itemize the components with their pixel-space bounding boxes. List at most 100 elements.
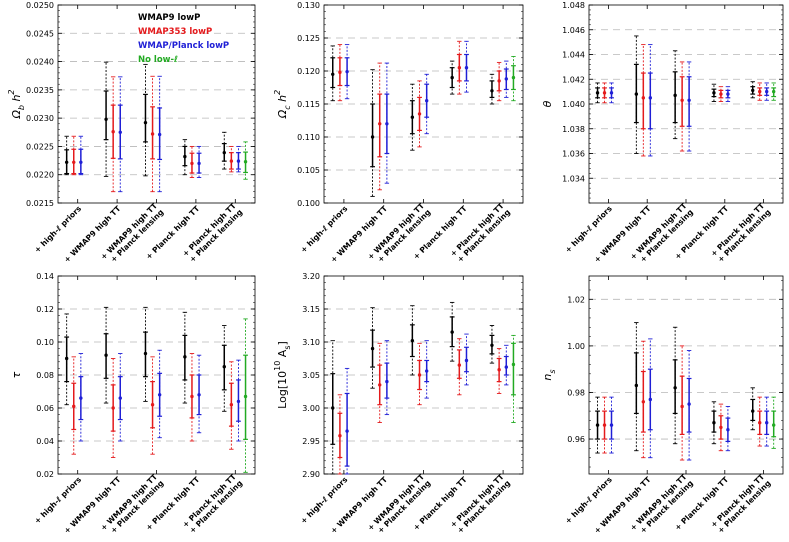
error-bar bbox=[71, 135, 77, 176]
error-bar bbox=[511, 56, 516, 102]
error-bar bbox=[110, 76, 116, 193]
error-bar bbox=[110, 358, 116, 458]
error-bar bbox=[330, 45, 336, 102]
mean-point bbox=[378, 122, 382, 126]
error-bar bbox=[221, 325, 227, 412]
error-bar bbox=[330, 340, 336, 475]
error-bar bbox=[228, 145, 234, 173]
error-bar bbox=[489, 325, 495, 364]
mean-point bbox=[511, 75, 516, 80]
mean-point bbox=[72, 404, 76, 409]
y-tick-label: 1.00 bbox=[567, 342, 585, 351]
mean-point bbox=[609, 91, 614, 95]
mean-point bbox=[345, 69, 349, 74]
y-tick-label: 0.100 bbox=[297, 199, 320, 208]
error-bar bbox=[143, 63, 148, 177]
error-bar bbox=[503, 344, 509, 386]
y-tick-label: 3.10 bbox=[302, 338, 320, 347]
y-axis-label-part: Log[10 bbox=[276, 371, 289, 409]
y-axis-label-part: s bbox=[548, 369, 557, 373]
y-tick-label: 0.125 bbox=[297, 34, 320, 43]
mean-point bbox=[410, 115, 415, 119]
mean-point bbox=[64, 356, 69, 361]
y-axis-label-part: h bbox=[276, 95, 289, 105]
mean-point bbox=[726, 428, 730, 432]
error-bar bbox=[449, 60, 455, 95]
mean-point bbox=[687, 402, 691, 406]
y-axis-label: Ωb​ h2​ bbox=[7, 89, 26, 119]
y-tick-label: 0.96 bbox=[567, 435, 585, 444]
error-bar bbox=[503, 60, 509, 98]
y-axis-label-part: A bbox=[276, 349, 289, 360]
error-bar bbox=[679, 345, 685, 461]
error-bar bbox=[686, 350, 692, 461]
error-bar bbox=[78, 353, 84, 442]
error-bar bbox=[640, 340, 646, 459]
legend-entry: WMAP/Planck lowP bbox=[138, 41, 229, 51]
error-bar bbox=[464, 333, 469, 386]
y-axis-label-part: θ bbox=[541, 100, 554, 107]
mean-point bbox=[243, 160, 248, 164]
mean-point bbox=[726, 92, 730, 96]
y-tick-label: 0.105 bbox=[297, 166, 320, 175]
mean-point bbox=[229, 159, 234, 163]
mean-point bbox=[104, 117, 108, 121]
y-tick-label: 1.040 bbox=[562, 100, 585, 109]
mean-point bbox=[758, 89, 762, 94]
y-tick-label: 0.10 bbox=[36, 338, 54, 347]
y-axis-label: Log[1010​ As​] bbox=[273, 341, 292, 409]
mean-point bbox=[236, 159, 241, 163]
y-tick-label: 0.0220 bbox=[26, 171, 54, 180]
y-tick-label: 3.15 bbox=[302, 305, 320, 314]
y-tick-label: 1.046 bbox=[562, 26, 585, 35]
legend-entry: No low-ℓ bbox=[138, 55, 178, 65]
error-bar bbox=[424, 340, 430, 399]
mean-point bbox=[150, 132, 155, 136]
y-axis-label-part: n bbox=[541, 374, 554, 381]
mean-point bbox=[765, 421, 769, 425]
error-bar bbox=[221, 131, 227, 170]
error-bar bbox=[370, 69, 375, 197]
mean-point bbox=[118, 396, 122, 400]
error-bar bbox=[409, 305, 415, 376]
legend-entry: WMAP9 lowP bbox=[138, 13, 200, 23]
mean-point bbox=[595, 91, 600, 95]
mean-point bbox=[497, 368, 501, 372]
error-bar bbox=[424, 73, 430, 135]
error-bar bbox=[344, 44, 350, 100]
mean-point bbox=[602, 91, 607, 95]
y-tick-label: 1.042 bbox=[562, 75, 585, 84]
mean-point bbox=[111, 406, 115, 410]
y-axis-label-part: 2 bbox=[273, 90, 282, 95]
mean-point bbox=[157, 393, 162, 397]
error-bar bbox=[602, 396, 607, 454]
mean-point bbox=[64, 160, 69, 164]
y-axis-label: ns​ bbox=[541, 369, 557, 380]
y-tick-label: 3.05 bbox=[302, 371, 320, 380]
y-tick-label: 0.0230 bbox=[26, 114, 54, 123]
mean-point bbox=[338, 434, 342, 438]
error-bar bbox=[750, 387, 756, 431]
error-bar bbox=[337, 44, 343, 102]
mean-point bbox=[641, 400, 646, 404]
y-tick-label: 3.20 bbox=[302, 272, 320, 281]
error-bar bbox=[725, 405, 731, 452]
error-bar bbox=[157, 349, 163, 439]
error-bar bbox=[189, 353, 195, 442]
error-bar bbox=[377, 342, 383, 423]
chart-panel-5: 2.902.953.003.053.103.153.20+ high-ℓ pri… bbox=[273, 272, 524, 535]
error-bar bbox=[489, 73, 495, 105]
error-bar bbox=[117, 76, 123, 193]
mean-point bbox=[236, 399, 241, 404]
mean-point bbox=[497, 79, 501, 83]
mean-point bbox=[771, 89, 776, 94]
error-bar bbox=[196, 145, 202, 178]
mean-point bbox=[464, 66, 469, 70]
mean-point bbox=[345, 429, 349, 433]
error-bar bbox=[417, 80, 422, 148]
mean-point bbox=[457, 66, 462, 70]
error-bar bbox=[686, 61, 692, 152]
error-bar bbox=[647, 44, 653, 157]
